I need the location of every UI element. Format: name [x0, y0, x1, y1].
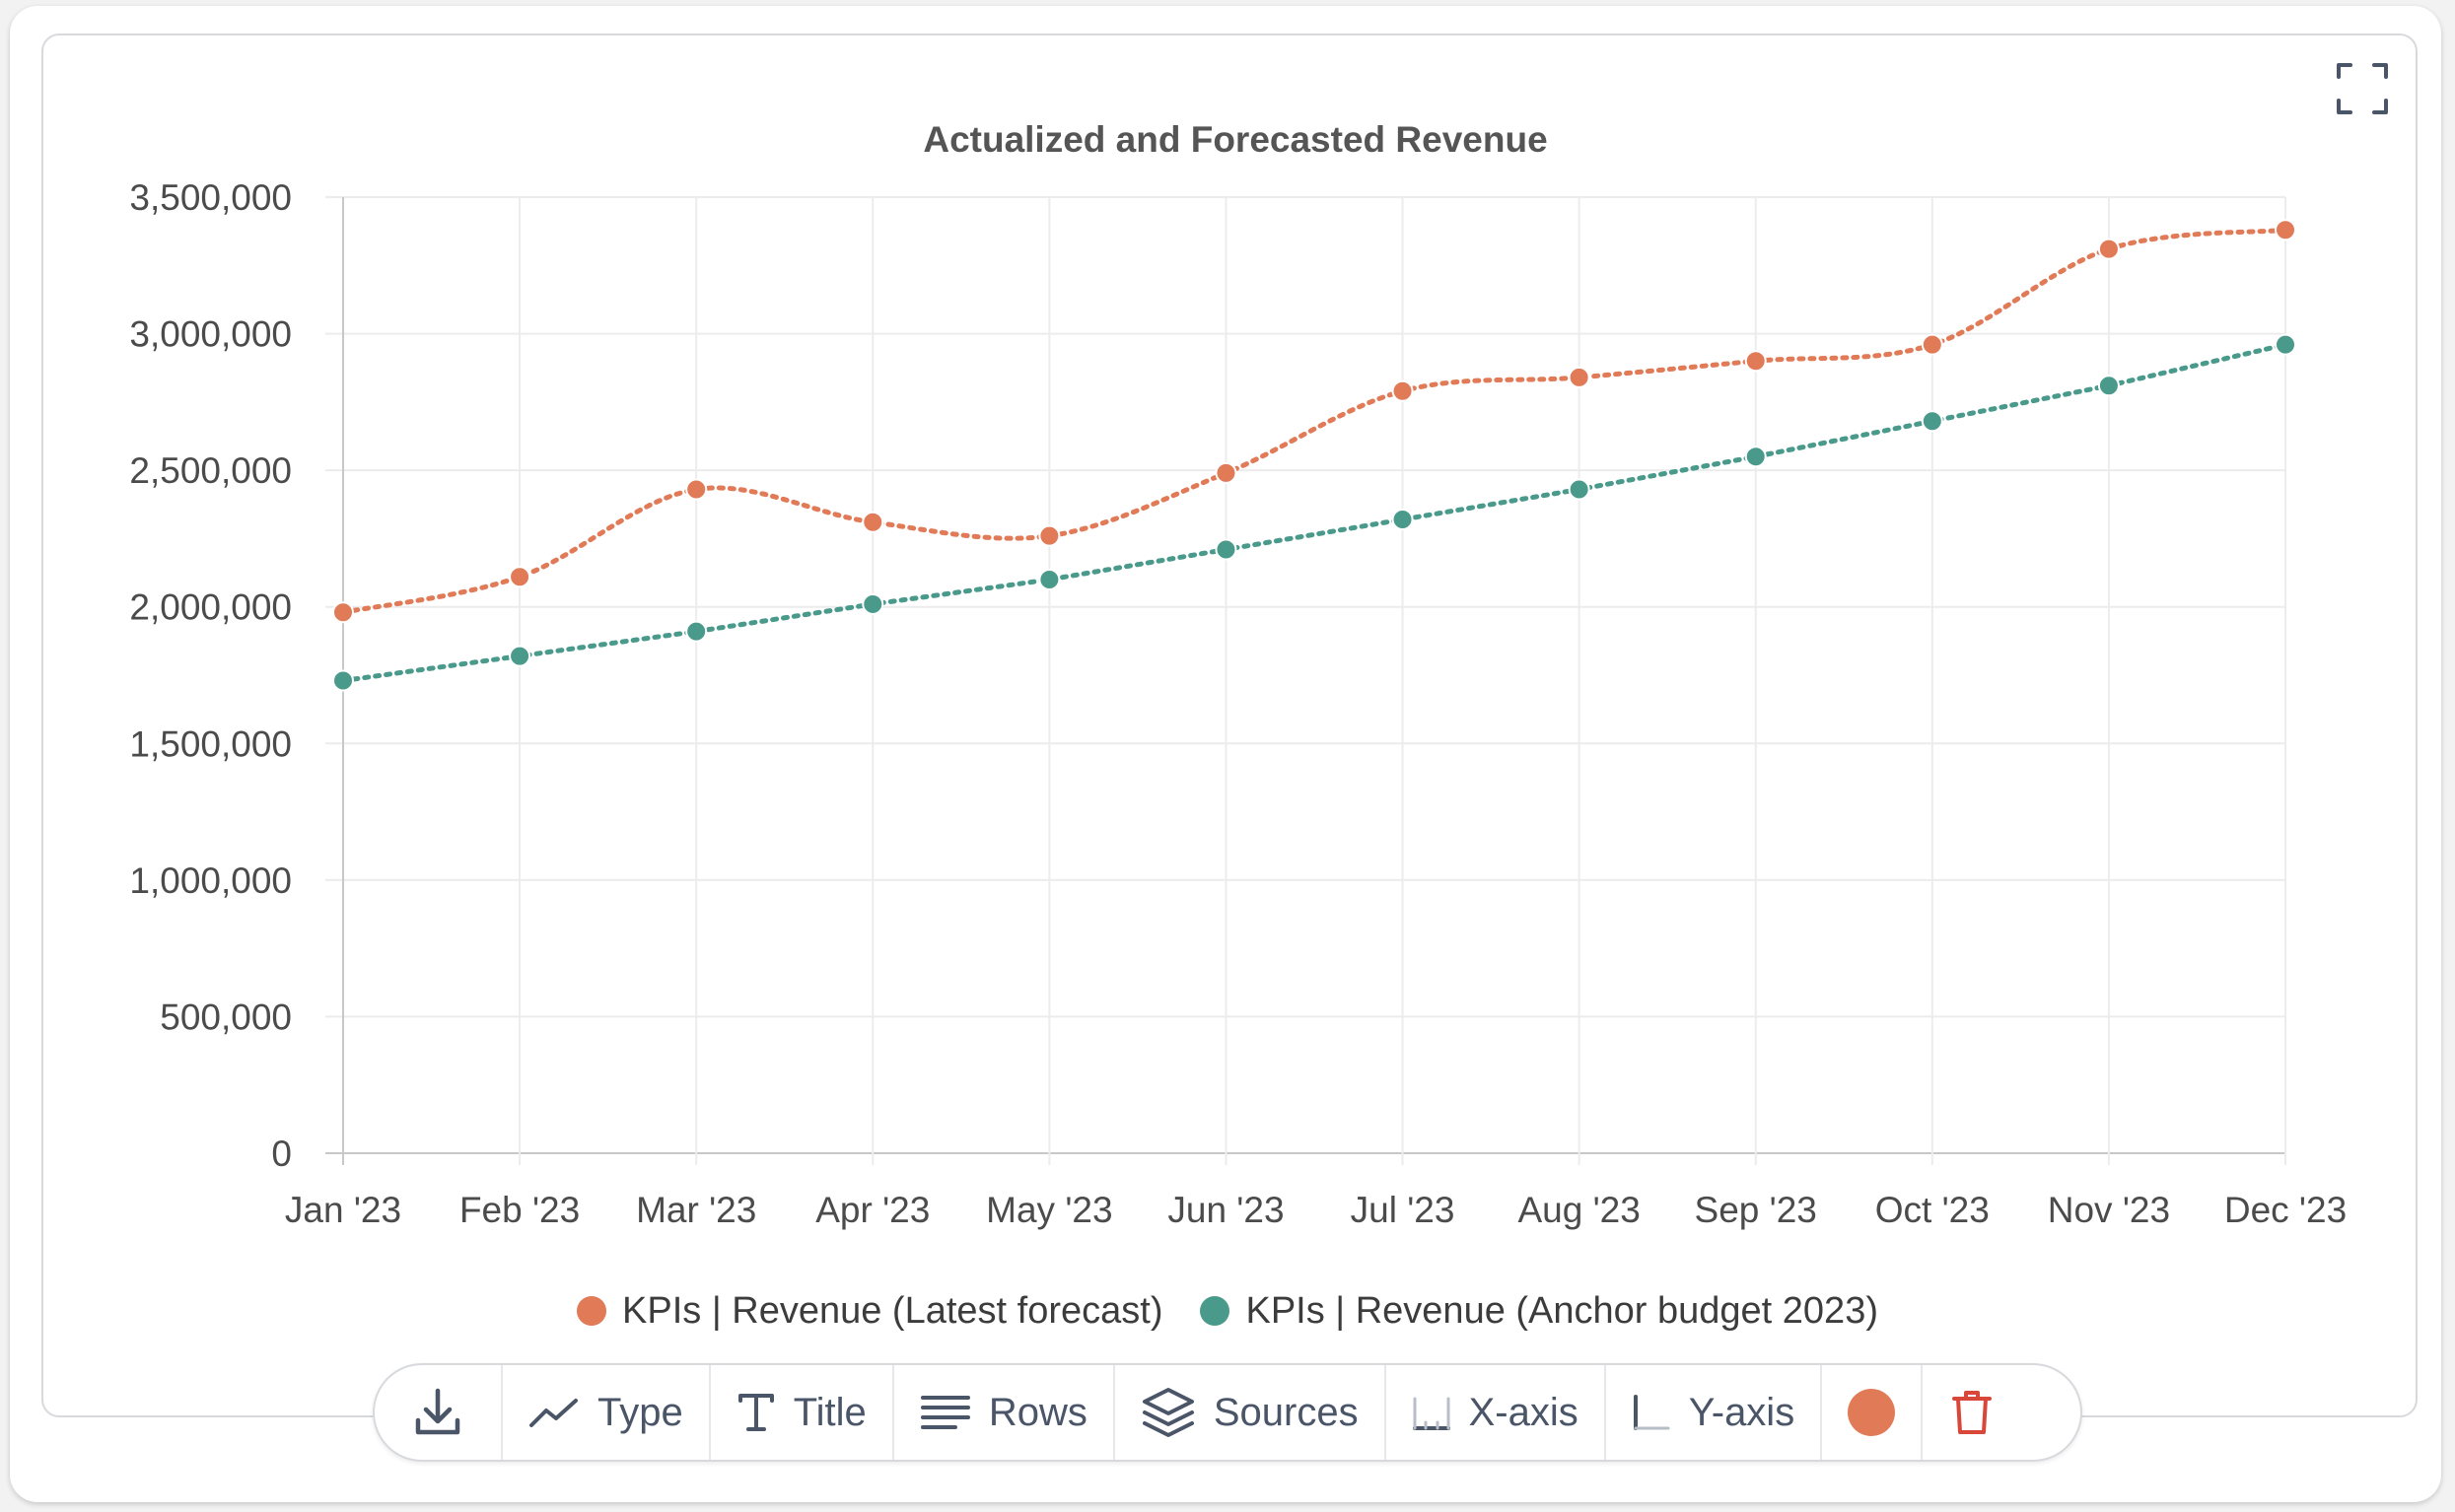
data-point [2097, 375, 2120, 397]
trash-icon [1952, 1391, 1993, 1434]
data-point [509, 566, 531, 588]
x-axis-button[interactable]: X-axis [1386, 1365, 1606, 1460]
data-point [2097, 238, 2120, 260]
data-point [1744, 350, 1767, 373]
y-tick-label: 2,500,000 [129, 450, 292, 491]
x-tick-label: Aug '23 [1517, 1190, 1640, 1230]
y-tick-label: 0 [271, 1134, 292, 1174]
fullscreen-button[interactable] [2335, 61, 2390, 116]
x-tick-label: Dec '23 [2224, 1190, 2347, 1230]
download-button[interactable] [375, 1365, 503, 1460]
chart-title: Actualized and Forecasted Revenue [923, 119, 1547, 160]
series-line-0 [340, 227, 2288, 615]
expand-icon [2337, 63, 2388, 114]
x-tick-label: Sep '23 [1695, 1190, 1817, 1230]
x-axis-label: X-axis [1468, 1390, 1578, 1434]
sources-label: Sources [1213, 1390, 1359, 1434]
data-point [1921, 410, 1943, 433]
text-icon [737, 1394, 774, 1431]
data-point [1568, 366, 1590, 388]
rows-button[interactable]: Rows [894, 1365, 1115, 1460]
delete-button[interactable] [1923, 1365, 2021, 1460]
y-axis-icon [1633, 1395, 1670, 1430]
data-point [862, 511, 884, 533]
legend-label-anchor-budget: KPIs | Revenue (Anchor budget 2023) [1245, 1289, 1878, 1332]
legend-label-latest-forecast: KPIs | Revenue (Latest forecast) [622, 1289, 1163, 1332]
data-point [1215, 461, 1237, 484]
data-point [1038, 524, 1061, 547]
x-tick-label: Mar '23 [636, 1190, 756, 1230]
legend-marker-latest-forecast [577, 1296, 607, 1326]
chart-legend: KPIs | Revenue (Latest forecast) KPIs | … [0, 1281, 2455, 1340]
x-tick-label: Jan '23 [285, 1190, 401, 1230]
line-chart-icon [529, 1399, 578, 1427]
data-point [332, 669, 354, 692]
legend-item-anchor-budget[interactable]: KPIs | Revenue (Anchor budget 2023) [1200, 1290, 1878, 1333]
x-tick-label: May '23 [986, 1190, 1112, 1230]
data-point [1391, 379, 1414, 402]
chart-card [41, 34, 2418, 1417]
y-axis-label: Y-axis [1688, 1390, 1795, 1434]
y-tick-label: 3,500,000 [129, 177, 292, 218]
y-tick-label: 2,000,000 [129, 587, 292, 628]
data-point [1215, 538, 1237, 561]
data-point [1744, 446, 1767, 468]
data-point [332, 601, 354, 624]
y-tick-label: 3,000,000 [129, 314, 292, 355]
data-point [2275, 333, 2296, 356]
rows-label: Rows [988, 1390, 1087, 1434]
data-point [2275, 219, 2296, 241]
series-line-1 [340, 342, 2288, 684]
data-point [1921, 333, 1943, 356]
x-tick-label: Nov '23 [2048, 1190, 2170, 1230]
x-tick-label: Apr '23 [815, 1190, 930, 1230]
data-point [1038, 569, 1061, 590]
chart-toolbar: Type Title Rows Sources X-axis Y-axis [373, 1363, 2082, 1462]
x-tick-label: Jul '23 [1351, 1190, 1455, 1230]
layers-icon [1142, 1388, 1194, 1437]
y-axis-button[interactable]: Y-axis [1606, 1365, 1823, 1460]
type-button[interactable]: Type [503, 1365, 711, 1460]
data-point [1391, 509, 1414, 531]
data-point [509, 645, 531, 667]
y-tick-label: 1,500,000 [129, 723, 292, 764]
download-icon [415, 1388, 460, 1435]
legend-marker-anchor-budget [1200, 1296, 1230, 1326]
x-axis-icon [1412, 1397, 1450, 1430]
data-point [685, 620, 708, 643]
color-swatch [1848, 1389, 1896, 1436]
data-point [1568, 478, 1590, 501]
y-tick-label: 500,000 [160, 997, 292, 1037]
data-point [862, 592, 884, 615]
y-tick-label: 1,000,000 [129, 860, 292, 901]
x-tick-label: Jun '23 [1167, 1190, 1284, 1230]
title-label: Title [793, 1390, 867, 1434]
rows-icon [920, 1396, 970, 1429]
title-button[interactable]: Title [711, 1365, 894, 1460]
x-tick-label: Feb '23 [459, 1190, 580, 1230]
sources-button[interactable]: Sources [1115, 1365, 1386, 1460]
legend-item-latest-forecast[interactable]: KPIs | Revenue (Latest forecast) [577, 1290, 1162, 1333]
type-label: Type [597, 1390, 683, 1434]
color-button[interactable] [1822, 1365, 1924, 1460]
x-tick-label: Oct '23 [1875, 1190, 1990, 1230]
data-point [685, 478, 708, 501]
